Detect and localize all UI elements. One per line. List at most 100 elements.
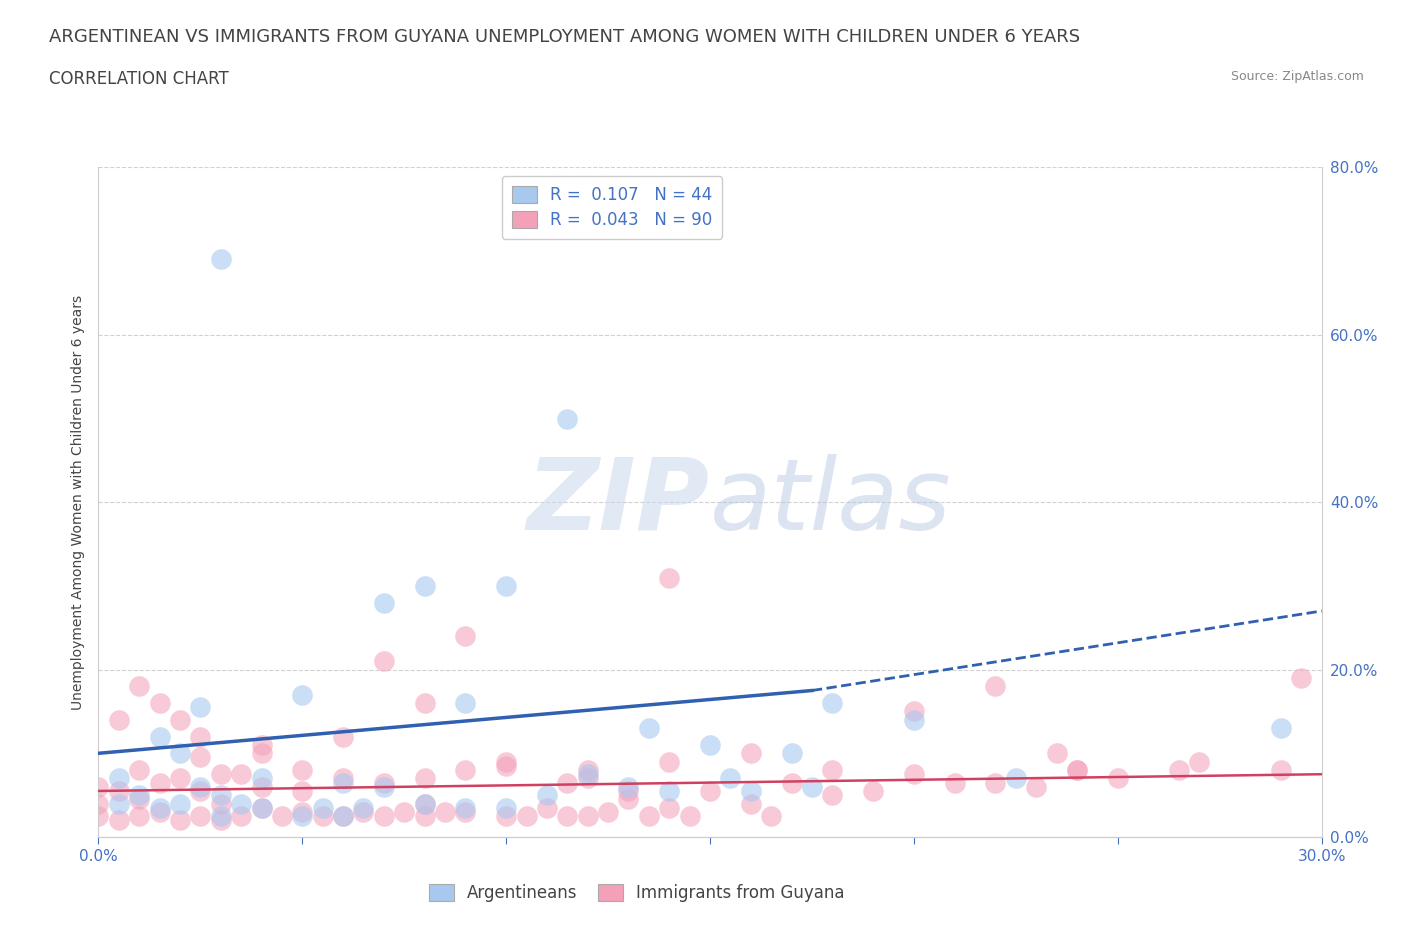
Point — [454, 804, 477, 819]
Point — [1066, 763, 1088, 777]
Point — [658, 754, 681, 769]
Point — [188, 783, 212, 798]
Point — [1188, 754, 1211, 769]
Point — [1045, 746, 1069, 761]
Point — [373, 776, 395, 790]
Point — [373, 809, 395, 824]
Point — [454, 763, 477, 777]
Point — [332, 729, 354, 744]
Point — [413, 771, 436, 786]
Point — [169, 771, 191, 786]
Point — [108, 771, 131, 786]
Point — [720, 771, 742, 786]
Point — [108, 712, 131, 727]
Point — [495, 578, 517, 593]
Point — [984, 679, 1007, 694]
Point — [169, 813, 191, 828]
Point — [780, 746, 803, 761]
Point — [250, 771, 273, 786]
Point — [413, 796, 436, 811]
Text: CORRELATION CHART: CORRELATION CHART — [49, 70, 229, 87]
Point — [1107, 771, 1129, 786]
Point — [209, 796, 232, 811]
Point — [862, 783, 884, 798]
Point — [87, 779, 110, 794]
Point — [250, 746, 273, 761]
Point — [557, 776, 579, 790]
Point — [454, 629, 477, 644]
Point — [169, 712, 191, 727]
Point — [536, 800, 558, 815]
Point — [373, 779, 395, 794]
Point — [128, 763, 150, 777]
Point — [740, 783, 762, 798]
Point — [108, 783, 131, 798]
Point — [413, 809, 436, 824]
Point — [434, 804, 457, 819]
Point — [617, 792, 640, 807]
Point — [188, 750, 212, 764]
Point — [658, 800, 681, 815]
Point — [576, 771, 599, 786]
Point — [495, 754, 517, 769]
Point — [1270, 721, 1292, 736]
Point — [291, 763, 314, 777]
Point — [821, 696, 844, 711]
Point — [209, 813, 232, 828]
Legend: Argentineans, Immigrants from Guyana: Argentineans, Immigrants from Guyana — [422, 878, 851, 909]
Point — [332, 809, 354, 824]
Point — [413, 578, 436, 593]
Point — [108, 796, 131, 811]
Point — [332, 776, 354, 790]
Point — [413, 696, 436, 711]
Point — [576, 766, 599, 781]
Point — [658, 570, 681, 585]
Point — [250, 737, 273, 752]
Point — [984, 776, 1007, 790]
Point — [658, 783, 681, 798]
Point — [87, 809, 110, 824]
Point — [699, 783, 721, 798]
Point — [291, 809, 314, 824]
Point — [1066, 763, 1088, 777]
Point — [332, 809, 354, 824]
Point — [638, 809, 661, 824]
Point — [291, 687, 314, 702]
Point — [903, 766, 925, 781]
Point — [209, 766, 232, 781]
Point — [128, 792, 150, 807]
Point — [209, 252, 232, 267]
Point — [740, 746, 762, 761]
Point — [740, 796, 762, 811]
Point — [516, 809, 538, 824]
Point — [128, 788, 150, 803]
Point — [373, 595, 395, 610]
Point — [209, 788, 232, 803]
Point — [801, 779, 824, 794]
Point — [598, 804, 620, 819]
Point — [312, 809, 335, 824]
Point — [413, 796, 436, 811]
Point — [149, 729, 172, 744]
Point — [392, 804, 416, 819]
Point — [761, 809, 783, 824]
Text: atlas: atlas — [710, 454, 952, 551]
Point — [557, 411, 579, 426]
Point — [454, 696, 477, 711]
Text: Source: ZipAtlas.com: Source: ZipAtlas.com — [1230, 70, 1364, 83]
Point — [128, 679, 150, 694]
Point — [209, 809, 232, 824]
Point — [231, 766, 253, 781]
Point — [231, 796, 253, 811]
Point — [780, 776, 803, 790]
Point — [1167, 763, 1189, 777]
Point — [821, 788, 844, 803]
Point — [638, 721, 661, 736]
Point — [1270, 763, 1292, 777]
Point — [108, 813, 131, 828]
Point — [188, 700, 212, 715]
Text: ARGENTINEAN VS IMMIGRANTS FROM GUYANA UNEMPLOYMENT AMONG WOMEN WITH CHILDREN UND: ARGENTINEAN VS IMMIGRANTS FROM GUYANA UN… — [49, 28, 1080, 46]
Point — [699, 737, 721, 752]
Point — [903, 704, 925, 719]
Point — [821, 763, 844, 777]
